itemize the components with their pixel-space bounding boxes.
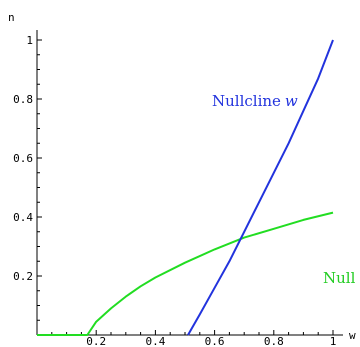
nullcline-n-line <box>37 211 334 336</box>
annotation-blue-var: w <box>285 92 298 110</box>
y-tick-label: 0.8 <box>13 93 33 106</box>
x-tick-label: 0.4 <box>145 335 165 347</box>
y-tick-label: 1 <box>26 34 33 47</box>
nullcline-w-annotation: Nullcline w <box>212 92 298 110</box>
annotation-blue-main: Nullcline <box>212 92 281 110</box>
y-axis-label: n <box>8 11 15 24</box>
x-tick-label: 1 <box>330 335 337 347</box>
nullcline-w-line <box>187 39 334 336</box>
ticks: 0.2 0.4 0.6 0.8 1 0.2 0.4 0.6 0.8 1 <box>13 34 336 347</box>
nullcline-n-annotation: Null <box>323 269 356 287</box>
y-tick-label: 0.2 <box>13 270 33 283</box>
series-group <box>37 39 334 336</box>
axes <box>36 30 343 336</box>
x-tick-label: 0.8 <box>264 335 284 347</box>
y-tick-label: 0.4 <box>13 211 33 224</box>
x-axis-label: w <box>349 329 356 342</box>
annotation-green-main: Null <box>323 269 356 287</box>
x-tick-label: 0.2 <box>86 335 106 347</box>
x-tick-label: 0.6 <box>205 335 225 347</box>
y-tick-label: 0.6 <box>13 152 33 165</box>
